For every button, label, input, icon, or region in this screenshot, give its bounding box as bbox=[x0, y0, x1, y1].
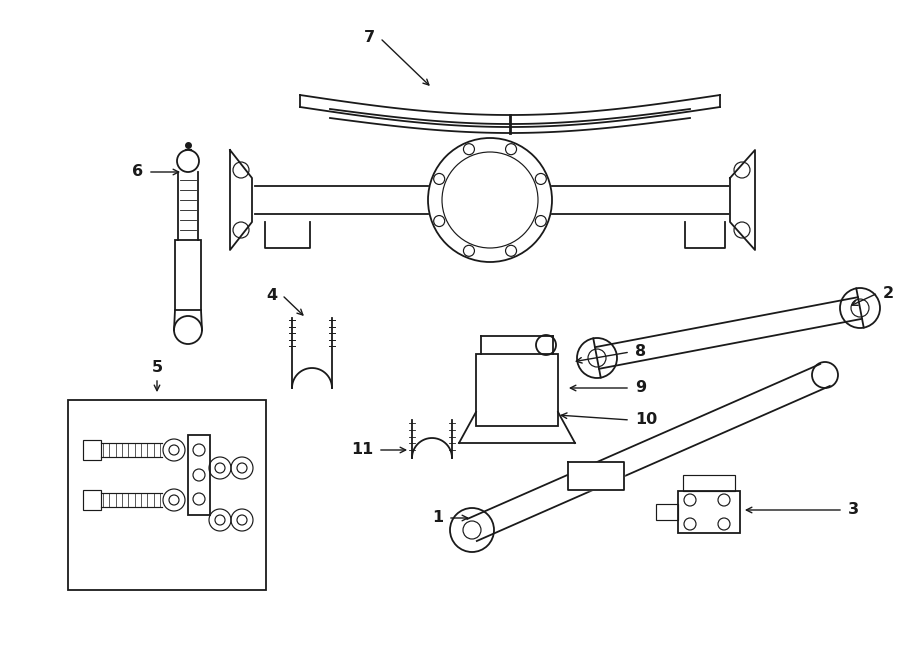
Text: 8: 8 bbox=[635, 344, 646, 360]
Bar bbox=[175, 240, 201, 310]
Polygon shape bbox=[568, 462, 624, 490]
Bar bbox=[68, 400, 266, 590]
Text: 7: 7 bbox=[364, 30, 375, 46]
Polygon shape bbox=[730, 150, 755, 250]
Bar bbox=[476, 354, 558, 426]
Text: 1: 1 bbox=[432, 510, 443, 525]
Text: 11: 11 bbox=[351, 442, 373, 457]
Bar bbox=[678, 491, 740, 533]
Text: 4: 4 bbox=[266, 288, 277, 303]
Polygon shape bbox=[230, 150, 252, 250]
Bar bbox=[683, 475, 735, 491]
Bar bbox=[83, 440, 101, 460]
Bar bbox=[188, 435, 210, 515]
Text: 10: 10 bbox=[635, 412, 657, 428]
Bar bbox=[656, 504, 678, 520]
Text: 9: 9 bbox=[635, 381, 646, 395]
Text: 3: 3 bbox=[848, 502, 860, 518]
Text: 2: 2 bbox=[883, 286, 894, 301]
Text: 6: 6 bbox=[132, 165, 143, 180]
Text: 5: 5 bbox=[151, 360, 163, 375]
Bar bbox=[83, 490, 101, 510]
